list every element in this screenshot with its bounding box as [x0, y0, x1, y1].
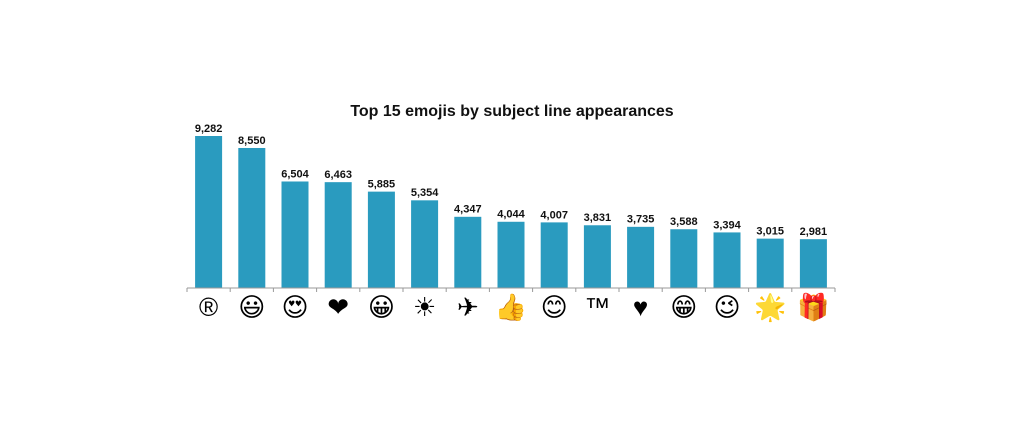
- bar: [799, 239, 827, 288]
- bar: [756, 238, 784, 288]
- bar: [627, 226, 655, 288]
- value-label: 4,347: [454, 204, 482, 216]
- x-tick-label: ✈: [457, 292, 479, 322]
- bar: [583, 225, 611, 288]
- x-tick-label: 😊: [541, 292, 568, 322]
- x-tick-label: 😁: [670, 292, 697, 322]
- x-tick-label: 😃: [238, 292, 265, 322]
- bar: [195, 136, 223, 288]
- value-label: 3,588: [670, 216, 698, 228]
- value-label: 3,015: [756, 226, 784, 238]
- chart-title: Top 15 emojis by subject line appearance…: [350, 103, 673, 120]
- value-label: 5,354: [411, 187, 439, 199]
- x-tick-label: 😉: [713, 292, 740, 322]
- bar: [324, 182, 352, 288]
- value-label: 9,282: [195, 123, 223, 135]
- x-tick-label: 🎁: [797, 292, 829, 322]
- value-label: 8,550: [238, 135, 266, 147]
- value-label: 3,831: [584, 212, 612, 224]
- bar: [367, 191, 395, 288]
- value-label: 3,394: [713, 219, 741, 231]
- bar: [497, 221, 525, 288]
- x-tick-label: ®: [199, 292, 218, 322]
- x-tick-label: 👍: [495, 292, 527, 322]
- value-label: 6,463: [324, 169, 352, 181]
- value-label: 3,735: [627, 214, 655, 226]
- bar: [454, 216, 482, 288]
- bar: [540, 222, 568, 288]
- value-label: 4,044: [497, 209, 525, 221]
- x-tick-label: ♥: [633, 292, 648, 322]
- bar: [670, 229, 698, 288]
- bar: [238, 147, 266, 288]
- x-tick-label: 🌟: [754, 292, 786, 323]
- bar: [411, 200, 439, 288]
- value-label: 4,007: [540, 209, 568, 221]
- value-label: 2,981: [800, 226, 828, 238]
- bar: [713, 232, 741, 288]
- x-tick-label: 😍: [281, 292, 308, 322]
- x-tick-label: ❤: [327, 292, 349, 322]
- x-tick-label: 😀: [368, 292, 395, 322]
- value-label: 5,885: [368, 179, 396, 191]
- x-tick-label: ☀: [413, 292, 436, 322]
- bar: [281, 181, 309, 288]
- x-tick-label: ™: [584, 292, 610, 322]
- value-label: 6,504: [281, 168, 309, 180]
